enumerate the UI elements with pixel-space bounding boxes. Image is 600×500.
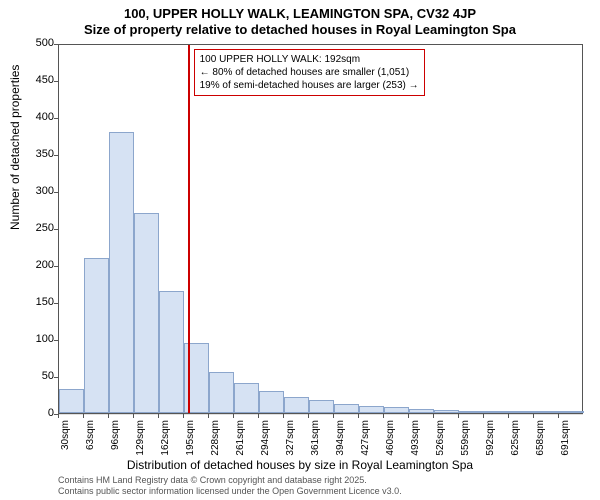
x-tick-label: 63sqm <box>85 420 96 460</box>
gridline <box>58 414 583 415</box>
attribution: Contains HM Land Registry data © Crown c… <box>58 475 402 497</box>
x-tick-mark <box>408 414 409 418</box>
attribution-line1: Contains HM Land Registry data © Crown c… <box>58 475 402 486</box>
y-tick-label: 50 <box>14 370 54 382</box>
y-tick-label: 500 <box>14 37 54 49</box>
x-axis-label: Distribution of detached houses by size … <box>0 458 600 472</box>
x-tick-mark <box>558 414 559 418</box>
x-tick-label: 460sqm <box>385 420 396 460</box>
x-tick-mark <box>83 414 84 418</box>
y-tick-label: 100 <box>14 333 54 345</box>
histogram-bar <box>159 291 184 413</box>
y-tick-label: 350 <box>14 148 54 160</box>
histogram-bar <box>434 410 459 413</box>
x-tick-label: 658sqm <box>535 420 546 460</box>
x-tick-label: 625sqm <box>510 420 521 460</box>
x-tick-label: 30sqm <box>60 420 71 460</box>
x-tick-mark <box>233 414 234 418</box>
annotation-box: 100 UPPER HOLLY WALK: 192sqm ← 80% of de… <box>194 49 425 96</box>
histogram-bar <box>134 213 159 413</box>
x-tick-mark <box>133 414 134 418</box>
y-tick-label: 450 <box>14 74 54 86</box>
histogram-bar <box>84 258 109 413</box>
y-tick-label: 250 <box>14 222 54 234</box>
histogram-bar <box>459 411 484 413</box>
attribution-line2: Contains public sector information licen… <box>58 486 402 497</box>
annotation-line1: 100 UPPER HOLLY WALK: 192sqm <box>200 53 419 66</box>
x-tick-label: 394sqm <box>335 420 346 460</box>
annotation-line2: ← 80% of detached houses are smaller (1,… <box>200 66 419 79</box>
x-tick-label: 228sqm <box>210 420 221 460</box>
x-tick-label: 526sqm <box>435 420 446 460</box>
histogram-chart: 100, UPPER HOLLY WALK, LEAMINGTON SPA, C… <box>0 0 600 500</box>
x-tick-label: 261sqm <box>235 420 246 460</box>
x-tick-mark <box>183 414 184 418</box>
x-tick-mark <box>258 414 259 418</box>
x-tick-label: 162sqm <box>160 420 171 460</box>
x-tick-mark <box>358 414 359 418</box>
x-tick-mark <box>433 414 434 418</box>
plot-area: 100 UPPER HOLLY WALK: 192sqm ← 80% of de… <box>58 44 583 414</box>
x-tick-mark <box>483 414 484 418</box>
chart-title-line1: 100, UPPER HOLLY WALK, LEAMINGTON SPA, C… <box>0 6 600 21</box>
histogram-bar <box>284 397 309 413</box>
x-tick-label: 691sqm <box>560 420 571 460</box>
histogram-bar <box>109 132 134 413</box>
reference-line <box>188 45 190 413</box>
x-tick-mark <box>158 414 159 418</box>
x-tick-label: 294sqm <box>260 420 271 460</box>
y-tick-label: 150 <box>14 296 54 308</box>
histogram-bar <box>409 409 434 413</box>
y-tick-label: 300 <box>14 185 54 197</box>
y-tick-label: 400 <box>14 111 54 123</box>
x-tick-mark <box>458 414 459 418</box>
x-tick-label: 427sqm <box>360 420 371 460</box>
x-tick-label: 327sqm <box>285 420 296 460</box>
x-tick-label: 592sqm <box>485 420 496 460</box>
histogram-bar <box>309 400 334 413</box>
x-tick-label: 361sqm <box>310 420 321 460</box>
x-tick-label: 559sqm <box>460 420 471 460</box>
y-tick-label: 200 <box>14 259 54 271</box>
histogram-bar <box>559 411 584 413</box>
x-tick-mark <box>383 414 384 418</box>
histogram-bar <box>484 411 509 413</box>
x-tick-label: 195sqm <box>185 420 196 460</box>
x-tick-label: 493sqm <box>410 420 421 460</box>
histogram-bar <box>534 411 559 413</box>
x-tick-mark <box>108 414 109 418</box>
histogram-bar <box>334 404 359 413</box>
histogram-bar <box>509 411 534 413</box>
annotation-line3: 19% of semi-detached houses are larger (… <box>200 79 419 92</box>
x-tick-mark <box>283 414 284 418</box>
histogram-bar <box>259 391 284 413</box>
histogram-bar <box>209 372 234 413</box>
x-tick-mark <box>58 414 59 418</box>
x-tick-mark <box>533 414 534 418</box>
chart-title-line2: Size of property relative to detached ho… <box>0 22 600 37</box>
y-tick-label: 0 <box>14 407 54 419</box>
x-tick-label: 129sqm <box>135 420 146 460</box>
x-tick-mark <box>508 414 509 418</box>
histogram-bar <box>59 389 84 413</box>
histogram-bar <box>359 406 384 413</box>
histogram-bar <box>234 383 259 413</box>
x-tick-mark <box>208 414 209 418</box>
x-tick-mark <box>308 414 309 418</box>
x-tick-label: 96sqm <box>110 420 121 460</box>
x-tick-mark <box>333 414 334 418</box>
histogram-bar <box>384 407 409 413</box>
